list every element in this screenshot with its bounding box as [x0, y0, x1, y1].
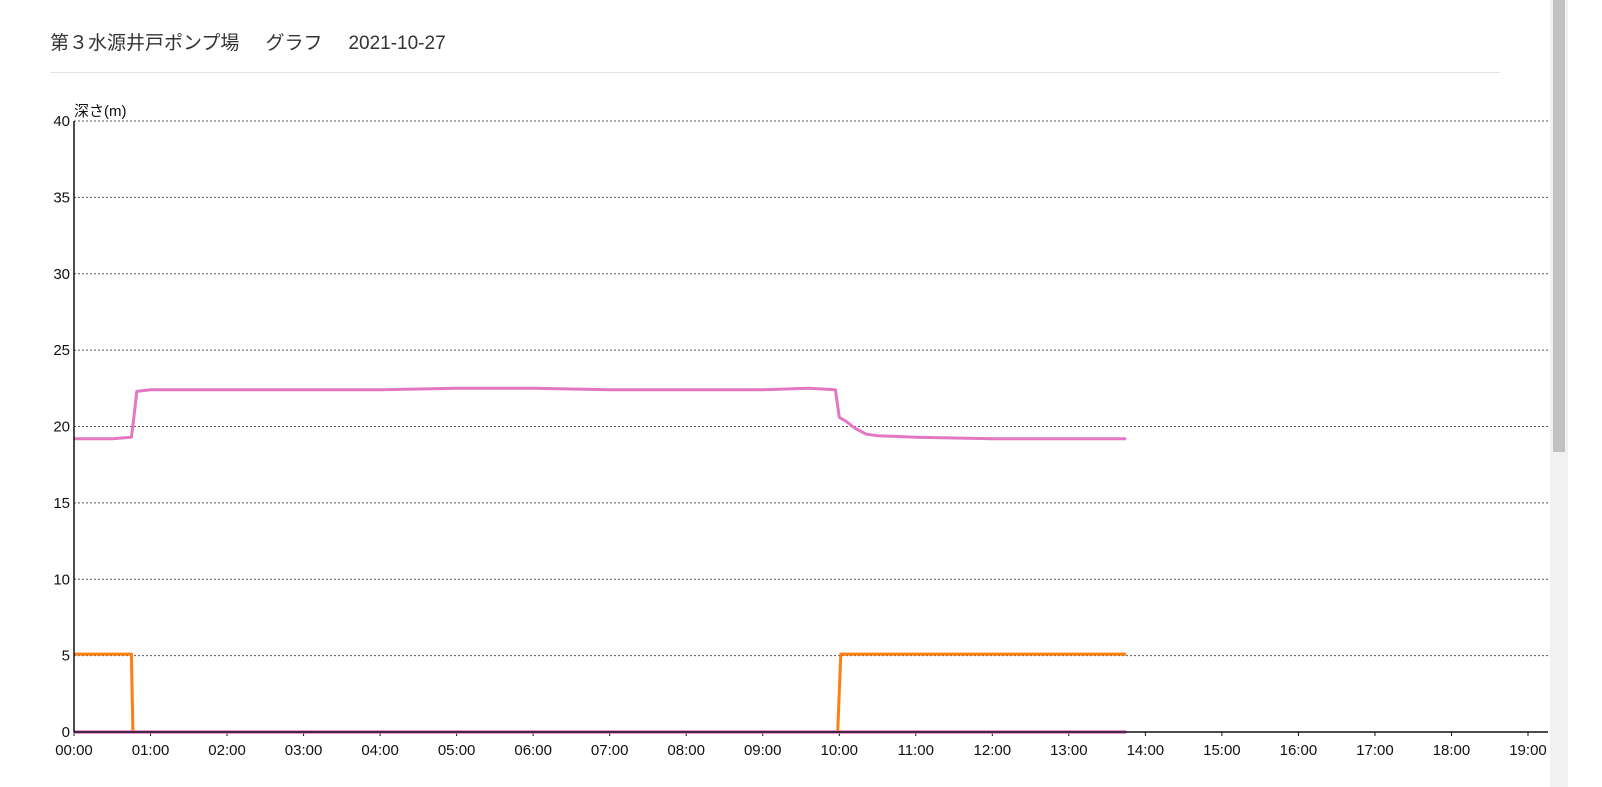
- x-tick-label: 03:00: [285, 742, 323, 759]
- y-tick-label: 5: [62, 648, 70, 665]
- series-line-depth: [74, 386, 1127, 441]
- y-tick-label: 10: [53, 571, 70, 588]
- x-tick-label: 09:00: [744, 742, 782, 759]
- depth-chart: 0 5 10 15 20 25 30 35 40 00:00 01:00 02:00 03:00 04:…: [53, 103, 1548, 759]
- x-tick-label: 12:00: [974, 742, 1012, 759]
- x-axis-ticks: 00:00 01:00 02:00 03:00 04:00 05:00 06:00 07:00…: [55, 732, 1547, 759]
- x-tick-label: 19:00: [1509, 742, 1547, 759]
- vertical-scrollbar[interactable]: [1550, 0, 1568, 787]
- x-tick-label: 00:00: [55, 742, 93, 759]
- y-tick-label: 20: [53, 419, 70, 436]
- station-name: 第３水源井戸ポンプ場: [50, 33, 240, 54]
- chart-series: [74, 386, 1127, 734]
- x-tick-label: 01:00: [132, 742, 170, 759]
- chart-axes: [73, 121, 1548, 733]
- y-tick-label: 0: [62, 724, 70, 741]
- x-tick-label: 17:00: [1356, 742, 1394, 759]
- x-tick-label: 10:00: [820, 742, 858, 759]
- y-tick-label: 25: [53, 342, 70, 359]
- x-tick-label: 04:00: [361, 742, 399, 759]
- page-header: 第３水源井戸ポンプ場 グラフ 2021-10-27: [50, 0, 1500, 73]
- y-tick-label: 35: [53, 189, 70, 206]
- chart-grid: [74, 120, 1548, 657]
- x-tick-label: 02:00: [208, 742, 246, 759]
- x-tick-label: 07:00: [591, 742, 629, 759]
- graph-label: グラフ: [265, 33, 323, 54]
- scrollbar-thumb[interactable]: [1553, 0, 1565, 452]
- x-tick-label: 18:00: [1433, 742, 1471, 759]
- y-tick-label: 15: [53, 495, 70, 512]
- y-axis-label: 深さ(m): [74, 103, 127, 120]
- x-tick-label: 06:00: [514, 742, 552, 759]
- y-tick-label: 40: [53, 113, 70, 130]
- x-tick-label: 15:00: [1203, 742, 1241, 759]
- page-title: 第３水源井戸ポンプ場 グラフ 2021-10-27: [50, 28, 446, 55]
- x-tick-label: 11:00: [898, 742, 934, 759]
- x-tick-label: 14:00: [1127, 742, 1165, 759]
- x-tick-label: 16:00: [1280, 742, 1318, 759]
- series-line-pump: [74, 652, 1127, 734]
- y-tick-label: 30: [53, 266, 70, 283]
- x-tick-label: 05:00: [438, 742, 476, 759]
- y-axis-ticks: 0 5 10 15 20 25 30 35 40: [53, 113, 70, 741]
- x-tick-label: 13:00: [1050, 742, 1088, 759]
- x-tick-label: 08:00: [667, 742, 705, 759]
- graph-date: 2021-10-27: [348, 33, 446, 54]
